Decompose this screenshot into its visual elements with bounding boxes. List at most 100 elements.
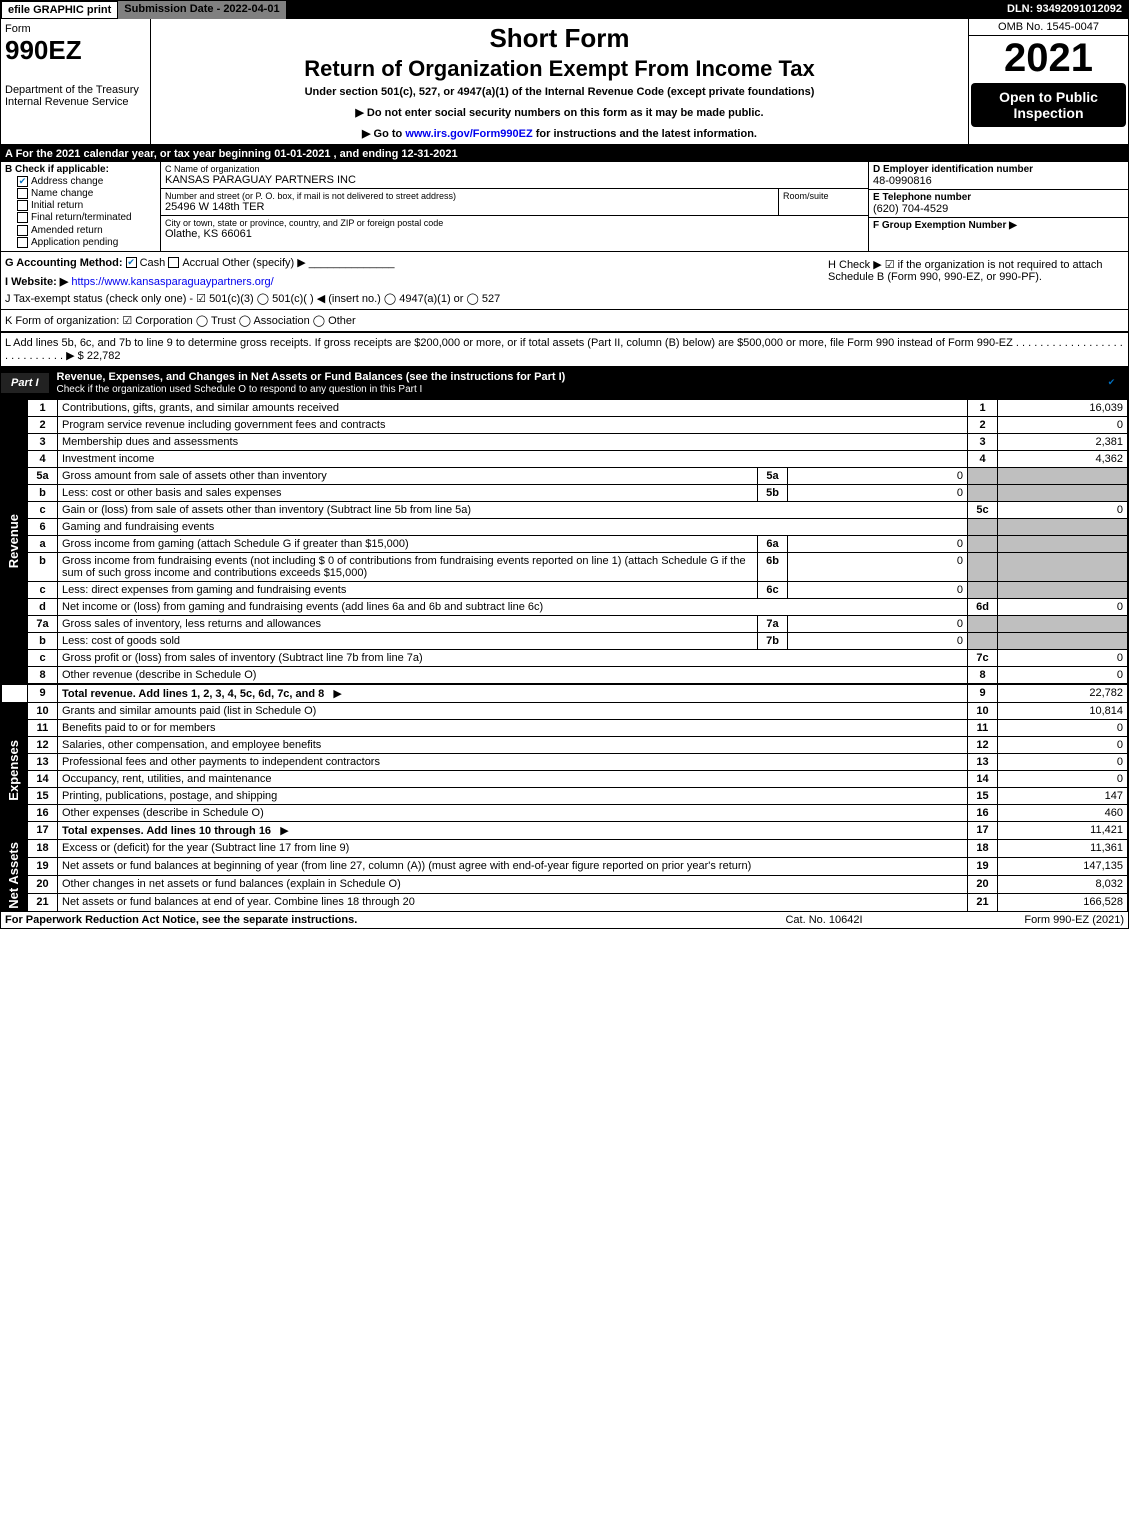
ein: 48-0990816 (873, 175, 1124, 187)
line-desc: Professional fees and other payments to … (58, 753, 968, 770)
line-desc: Gain or (loss) from sale of assets other… (58, 501, 968, 518)
part-i-check (1098, 377, 1128, 389)
amt: 147,135 (998, 857, 1128, 875)
title-short-form: Short Form (159, 23, 960, 54)
amt: 11,421 (998, 821, 1128, 839)
ln-right: 15 (968, 787, 998, 804)
in-num: 6b (758, 552, 788, 581)
ln-right: 12 (968, 736, 998, 753)
g-left: G Accounting Method: Cash Accrual Other … (5, 256, 824, 305)
chk-address-change[interactable]: Address change (17, 176, 156, 187)
b-label: B Check if applicable: (5, 164, 156, 175)
amt: 8,032 (998, 875, 1128, 893)
section-g-h: G Accounting Method: Cash Accrual Other … (1, 252, 1128, 310)
part-i-bar: Part I Revenue, Expenses, and Changes in… (1, 367, 1128, 399)
g-accrual: Accrual (182, 257, 219, 269)
website-link[interactable]: https://www.kansasparaguaypartners.org/ (71, 276, 273, 288)
line-desc: Total expenses. Add lines 10 through 16 … (58, 821, 968, 839)
col-b: B Check if applicable: Address change Na… (1, 162, 161, 251)
grey-cell (998, 484, 1128, 501)
amt: 0 (998, 501, 1128, 518)
line-desc: Program service revenue including govern… (58, 416, 968, 433)
ln-right: 1 (968, 399, 998, 416)
line-desc: Membership dues and assessments (58, 433, 968, 450)
amt: 0 (998, 719, 1128, 736)
g-other: Other (specify) ▶ (222, 257, 306, 269)
line-desc: Gaming and fundraising events (58, 518, 968, 535)
in-val: 0 (788, 632, 968, 649)
checkbox-icon (17, 212, 28, 223)
chk-application-pending[interactable]: Application pending (17, 237, 156, 248)
c-city-label: City or town, state or province, country… (165, 218, 864, 228)
topbar-spacer (286, 1, 1001, 19)
ln-right: 2 (968, 416, 998, 433)
department: Department of the Treasury Internal Reve… (5, 84, 146, 108)
line-desc: Total revenue. Add lines 1, 2, 3, 4, 5c,… (58, 684, 968, 703)
irs-link[interactable]: www.irs.gov/Form990EZ (405, 128, 532, 140)
chk-text: Initial return (31, 200, 83, 211)
line-desc: Contributions, gifts, grants, and simila… (58, 399, 968, 416)
chk-name-change[interactable]: Name change (17, 188, 156, 199)
checkbox-icon (1106, 377, 1117, 388)
ln-right: 9 (968, 684, 998, 703)
grey-cell (968, 632, 998, 649)
l-amt: 22,782 (87, 350, 121, 362)
chk-text: Address change (31, 176, 103, 187)
goto-note: ▶ Go to www.irs.gov/Form990EZ for instru… (159, 127, 960, 140)
line-desc: Occupancy, rent, utilities, and maintena… (58, 770, 968, 787)
section-l: L Add lines 5b, 6c, and 7b to line 9 to … (1, 333, 1128, 367)
header: Form 990EZ Department of the Treasury In… (1, 19, 1128, 146)
line-desc: Net assets or fund balances at end of ye… (58, 893, 968, 911)
line-desc: Gross profit or (loss) from sales of inv… (58, 649, 968, 666)
topbar: efile GRAPHIC print Submission Date - 20… (1, 1, 1128, 19)
in-val: 0 (788, 467, 968, 484)
chk-final-return[interactable]: Final return/terminated (17, 212, 156, 223)
grey-cell (968, 581, 998, 598)
bold-desc: Total expenses. Add lines 10 through 16 (62, 825, 271, 837)
side-net-text: Net Assets (6, 842, 21, 909)
f-label: F Group Exemption Number ▶ (873, 220, 1124, 231)
chk-initial-return[interactable]: Initial return (17, 200, 156, 211)
ln-right: 20 (968, 875, 998, 893)
line-desc: Net income or (loss) from gaming and fun… (58, 598, 968, 615)
header-left: Form 990EZ Department of the Treasury In… (1, 19, 151, 144)
ln-right: 10 (968, 702, 998, 719)
ln-right: 19 (968, 857, 998, 875)
chk-text: Amended return (31, 225, 103, 236)
ln-right: 16 (968, 804, 998, 821)
chk-amended-return[interactable]: Amended return (17, 225, 156, 236)
amt: 0 (998, 598, 1128, 615)
grey-cell (998, 518, 1128, 535)
part-i-title-text: Revenue, Expenses, and Changes in Net As… (57, 371, 566, 383)
efile-print: efile GRAPHIC print (1, 1, 118, 19)
grey-cell (968, 552, 998, 581)
in-val: 0 (788, 581, 968, 598)
line-desc: Gross income from gaming (attach Schedul… (58, 535, 758, 552)
amt: 460 (998, 804, 1128, 821)
amt: 0 (998, 416, 1128, 433)
e-label: E Telephone number (873, 192, 1124, 203)
g-label: G Accounting Method: (5, 257, 123, 269)
side-revenue: Revenue (2, 399, 28, 684)
line-desc: Net assets or fund balances at beginning… (58, 857, 968, 875)
header-mid: Short Form Return of Organization Exempt… (151, 19, 968, 144)
checkbox-icon (17, 200, 28, 211)
side-rev-text: Revenue (6, 514, 21, 568)
ln-right: 7c (968, 649, 998, 666)
in-val: 0 (788, 535, 968, 552)
part-i-sub: Check if the organization used Schedule … (57, 384, 423, 395)
section-b-c-d-e-f: B Check if applicable: Address change Na… (1, 162, 1128, 252)
part-i-title: Revenue, Expenses, and Changes in Net As… (49, 367, 1098, 399)
ln-right: 13 (968, 753, 998, 770)
line-desc: Other revenue (describe in Schedule O) (58, 666, 968, 684)
amt: 22,782 (998, 684, 1128, 703)
grey-cell (968, 518, 998, 535)
checkbox-icon (17, 176, 28, 187)
ln-right: 6d (968, 598, 998, 615)
grey-cell (998, 535, 1128, 552)
line-desc: Other changes in net assets or fund bala… (58, 875, 968, 893)
grey-cell (968, 467, 998, 484)
i-label: I Website: ▶ (5, 276, 68, 288)
in-num: 5b (758, 484, 788, 501)
in-num: 7a (758, 615, 788, 632)
